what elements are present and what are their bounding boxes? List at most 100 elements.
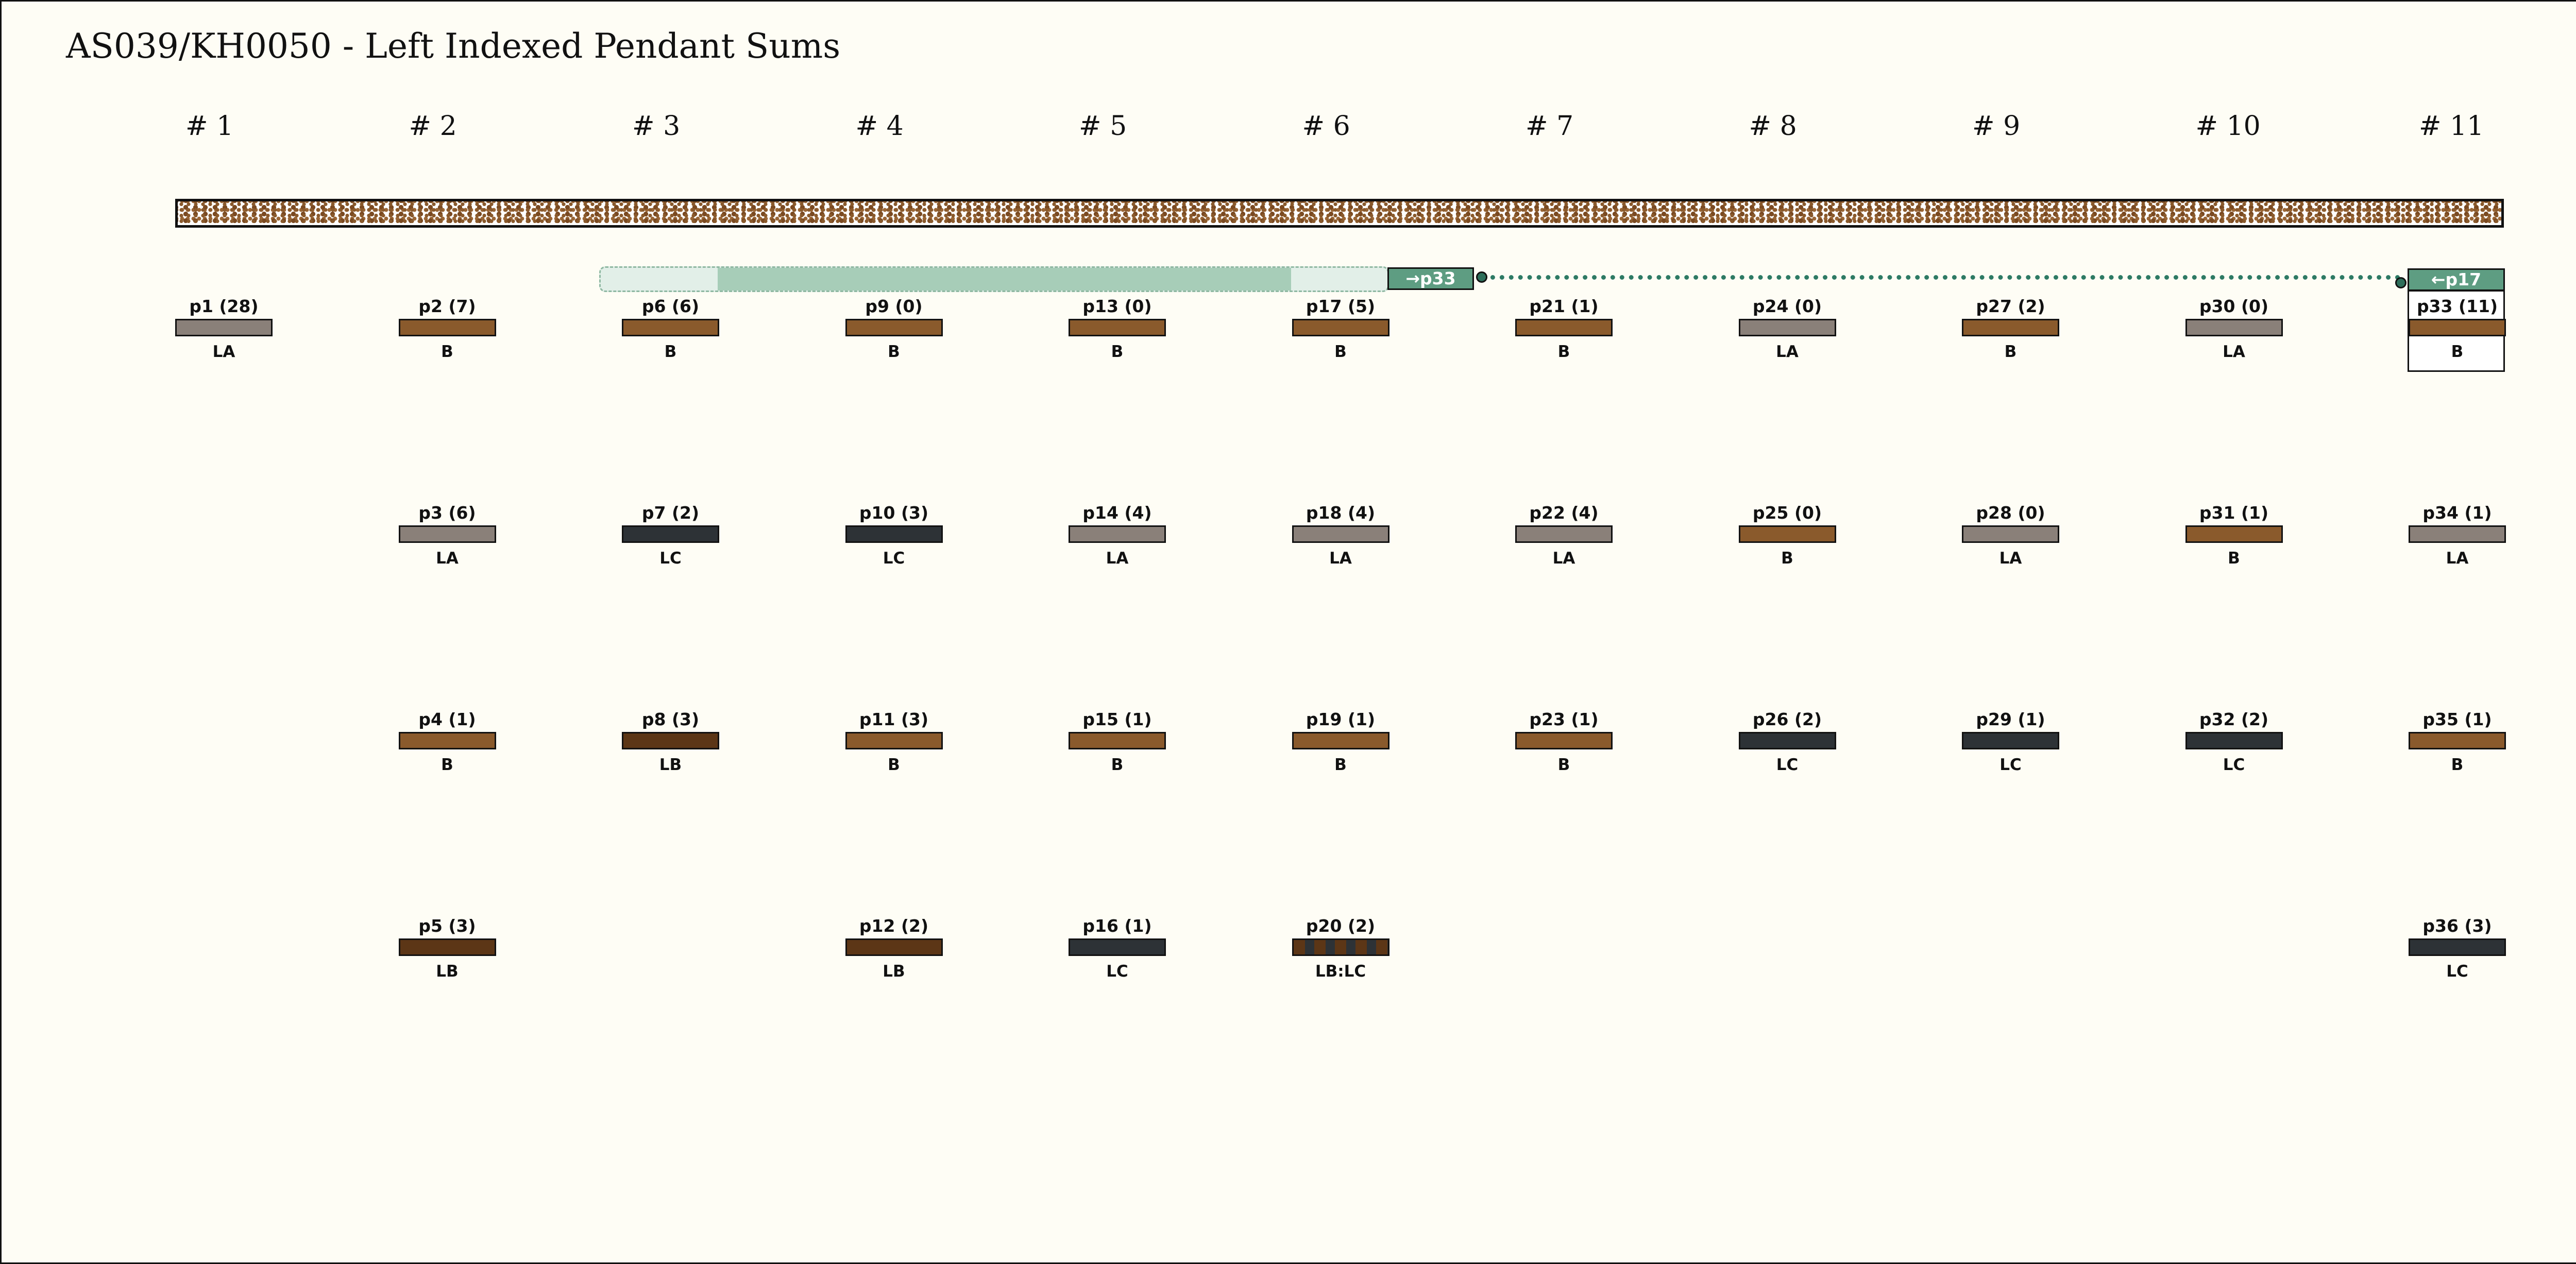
pendant-label: p33 (11) <box>2416 296 2498 316</box>
pendant-cord[interactable] <box>1515 525 1613 543</box>
pendant-color-code: B <box>2228 549 2240 568</box>
pendant-color-code: LC <box>2223 756 2245 774</box>
pendant-color-code: LB <box>883 962 905 981</box>
pendant-cord[interactable] <box>1515 319 1613 336</box>
pendant-cord[interactable] <box>1515 732 1613 749</box>
pendant-cord[interactable] <box>1738 319 1836 336</box>
pendant-label: p25 (0) <box>1752 503 1822 523</box>
pendant-color-code: LB <box>436 962 459 981</box>
pendant-cord[interactable] <box>1738 732 1836 749</box>
pendant-cord[interactable] <box>1069 319 1166 336</box>
pendant-label: p6 (6) <box>641 296 700 316</box>
link-connector-line <box>1481 275 2400 280</box>
pendant-label: p21 (1) <box>1529 296 1599 316</box>
pendant-cord[interactable] <box>1738 525 1836 543</box>
pendant-cord[interactable] <box>845 732 943 749</box>
group-label: # 8 <box>1749 111 1797 142</box>
pendant-cord[interactable] <box>1292 732 1389 749</box>
pendant-label: p16 (1) <box>1082 916 1152 936</box>
pendant-cord[interactable] <box>622 732 719 749</box>
pendant-label: p31 (1) <box>2199 503 2269 523</box>
pendant-cord[interactable] <box>175 319 273 336</box>
pendant-cord[interactable] <box>398 938 496 956</box>
pendant-color-code: LC <box>1106 962 1128 981</box>
pendant-label: p17 (5) <box>1306 296 1376 316</box>
pendant-label: p26 (2) <box>1752 709 1822 729</box>
pendant-cord[interactable] <box>845 525 943 543</box>
pendant-label: p8 (3) <box>641 709 700 729</box>
group-label: # 7 <box>1526 111 1574 142</box>
pendant-label: p13 (0) <box>1082 296 1152 316</box>
pendant-cord[interactable] <box>1069 525 1166 543</box>
group-label: # 10 <box>2195 111 2261 142</box>
pendant-cord[interactable] <box>2409 938 2506 956</box>
pendant-cord[interactable] <box>1962 319 2059 336</box>
pendant-cord[interactable] <box>2409 732 2506 749</box>
pendant-label: p34 (1) <box>2422 503 2492 523</box>
pendant-cord[interactable] <box>1292 938 1389 956</box>
pendant-cord[interactable] <box>398 732 496 749</box>
pendant-cord[interactable] <box>1962 732 2059 749</box>
pendant-color-code: LA <box>2223 343 2245 361</box>
pendant-cord[interactable] <box>1292 525 1389 543</box>
pendant-color-code: LC <box>1776 756 1799 774</box>
pendant-label: p10 (3) <box>859 503 929 523</box>
pendant-label: p32 (2) <box>2199 709 2269 729</box>
pendant-cord[interactable] <box>2185 525 2283 543</box>
link-out-badge[interactable]: →p33 <box>1387 267 1474 290</box>
pendant-color-code: LA <box>212 343 235 361</box>
group-label: # 6 <box>1302 111 1350 142</box>
pendant-cord[interactable] <box>2185 732 2283 749</box>
pendant-cord[interactable] <box>622 525 719 543</box>
pendant-color-code: LA <box>436 549 459 568</box>
pendant-cord[interactable] <box>1962 525 2059 543</box>
pendant-color-code: LC <box>883 549 905 568</box>
group-label: # 2 <box>409 111 457 142</box>
pendant-color-code: B <box>1781 549 1793 568</box>
group-label: # 3 <box>632 111 681 142</box>
link-end-dot <box>2395 277 2406 288</box>
pendant-label: p22 (4) <box>1529 503 1599 523</box>
pendant-label: p30 (0) <box>2199 296 2269 316</box>
pendant-label: p23 (1) <box>1529 709 1599 729</box>
pendant-label: p24 (0) <box>1752 296 1822 316</box>
pendant-color-code: B <box>1111 756 1124 774</box>
pendant-label: p14 (4) <box>1082 503 1152 523</box>
pendant-label: p2 (7) <box>418 296 476 316</box>
group-label: # 4 <box>855 111 904 142</box>
pendant-cord[interactable] <box>845 938 943 956</box>
pendant-label: p7 (2) <box>641 503 700 523</box>
link-start-dot <box>1476 271 1487 283</box>
pendant-label: p9 (0) <box>865 296 923 316</box>
group-label: # 5 <box>1079 111 1127 142</box>
pendant-color-code: B <box>1557 343 1570 361</box>
pendant-color-code: B <box>1111 343 1124 361</box>
pendant-label: p28 (0) <box>1976 503 2045 523</box>
pendant-cord[interactable] <box>1292 319 1389 336</box>
pendant-label: p36 (3) <box>2422 916 2492 936</box>
pendant-cord[interactable] <box>2409 525 2506 543</box>
pendant-color-code: B <box>441 343 453 361</box>
pendant-cord[interactable] <box>2409 319 2506 336</box>
pendant-cord[interactable] <box>2185 319 2283 336</box>
pendant-color-code: LA <box>1999 549 2022 568</box>
pendant-color-code: B <box>1334 756 1347 774</box>
group-label: # 1 <box>185 111 234 142</box>
pendant-cord[interactable] <box>1069 938 1166 956</box>
pendant-label: p12 (2) <box>859 916 929 936</box>
pendant-cord[interactable] <box>398 319 496 336</box>
pendant-cord[interactable] <box>1069 732 1166 749</box>
pendant-cord[interactable] <box>845 319 943 336</box>
pendant-cord[interactable] <box>398 525 496 543</box>
primary-cord <box>175 199 2504 228</box>
pendant-label: p4 (1) <box>418 709 476 729</box>
pendant-label: p19 (1) <box>1306 709 1376 729</box>
pendant-label: p5 (3) <box>418 916 476 936</box>
pendant-color-code: B <box>2451 756 2464 774</box>
pendant-color-code: B <box>1334 343 1347 361</box>
pendant-cord[interactable] <box>622 319 719 336</box>
pendant-color-code: LA <box>2446 549 2469 568</box>
link-in-badge[interactable]: ←p17 <box>2408 268 2505 291</box>
pendant-label: p1 (28) <box>189 296 259 316</box>
pendant-color-code: LC <box>659 549 682 568</box>
